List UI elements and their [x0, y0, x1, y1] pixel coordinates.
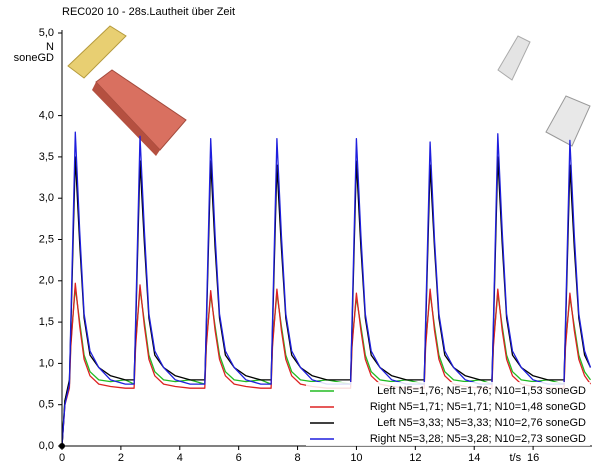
y-tick-label: 2,5 — [39, 233, 54, 245]
y-tick-label: 3,0 — [39, 192, 54, 204]
y-tick-label: 5,0 — [39, 27, 54, 39]
legend-label: Right N5=1,71; N5=1,71; N10=1,48 soneGD — [370, 401, 586, 413]
y-tick-label: 1,5 — [39, 316, 54, 328]
y-tick-label: 0,5 — [39, 399, 54, 411]
y-axis-label: soneGD — [14, 52, 54, 64]
y-tick-label: 4,0 — [39, 110, 54, 122]
box-image — [497, 35, 591, 147]
chart-title: REC020 10 - 28s.Lautheit über Zeit — [62, 6, 235, 18]
legend-label: Right N5=3,28; N5=3,28; N10=2,73 soneGD — [370, 433, 586, 445]
origin-dot — [59, 443, 65, 449]
y-tick-label: 2,0 — [39, 275, 54, 287]
stairs-image — [67, 25, 187, 156]
x-tick-label: 10 — [350, 452, 362, 464]
y-tick-label: 1,0 — [39, 357, 54, 369]
legend-label: Left N5=1,76; N5=1,76; N10=1,53 soneGD — [377, 385, 586, 397]
x-tick-label: 2 — [118, 452, 124, 464]
x-tick-label: 0 — [59, 452, 65, 464]
legend-box — [306, 382, 590, 446]
series-line — [62, 131, 592, 447]
x-tick-label: 12 — [409, 452, 421, 464]
x-tick-label: 4 — [177, 452, 183, 464]
x-tick-label: 14 — [468, 452, 480, 464]
legend-label: Left N5=3,33; N5=3,33; N10=2,76 soneGD — [377, 417, 586, 429]
x-tick-label: 8 — [294, 452, 300, 464]
x-tick-label: 16 — [527, 452, 539, 464]
y-tick-label: 3,5 — [39, 151, 54, 163]
y-axis-label: N — [46, 41, 54, 53]
x-tick-label: 6 — [236, 452, 242, 464]
y-tick-label: 0,0 — [39, 440, 54, 452]
x-axis-label: t/s — [509, 452, 521, 464]
